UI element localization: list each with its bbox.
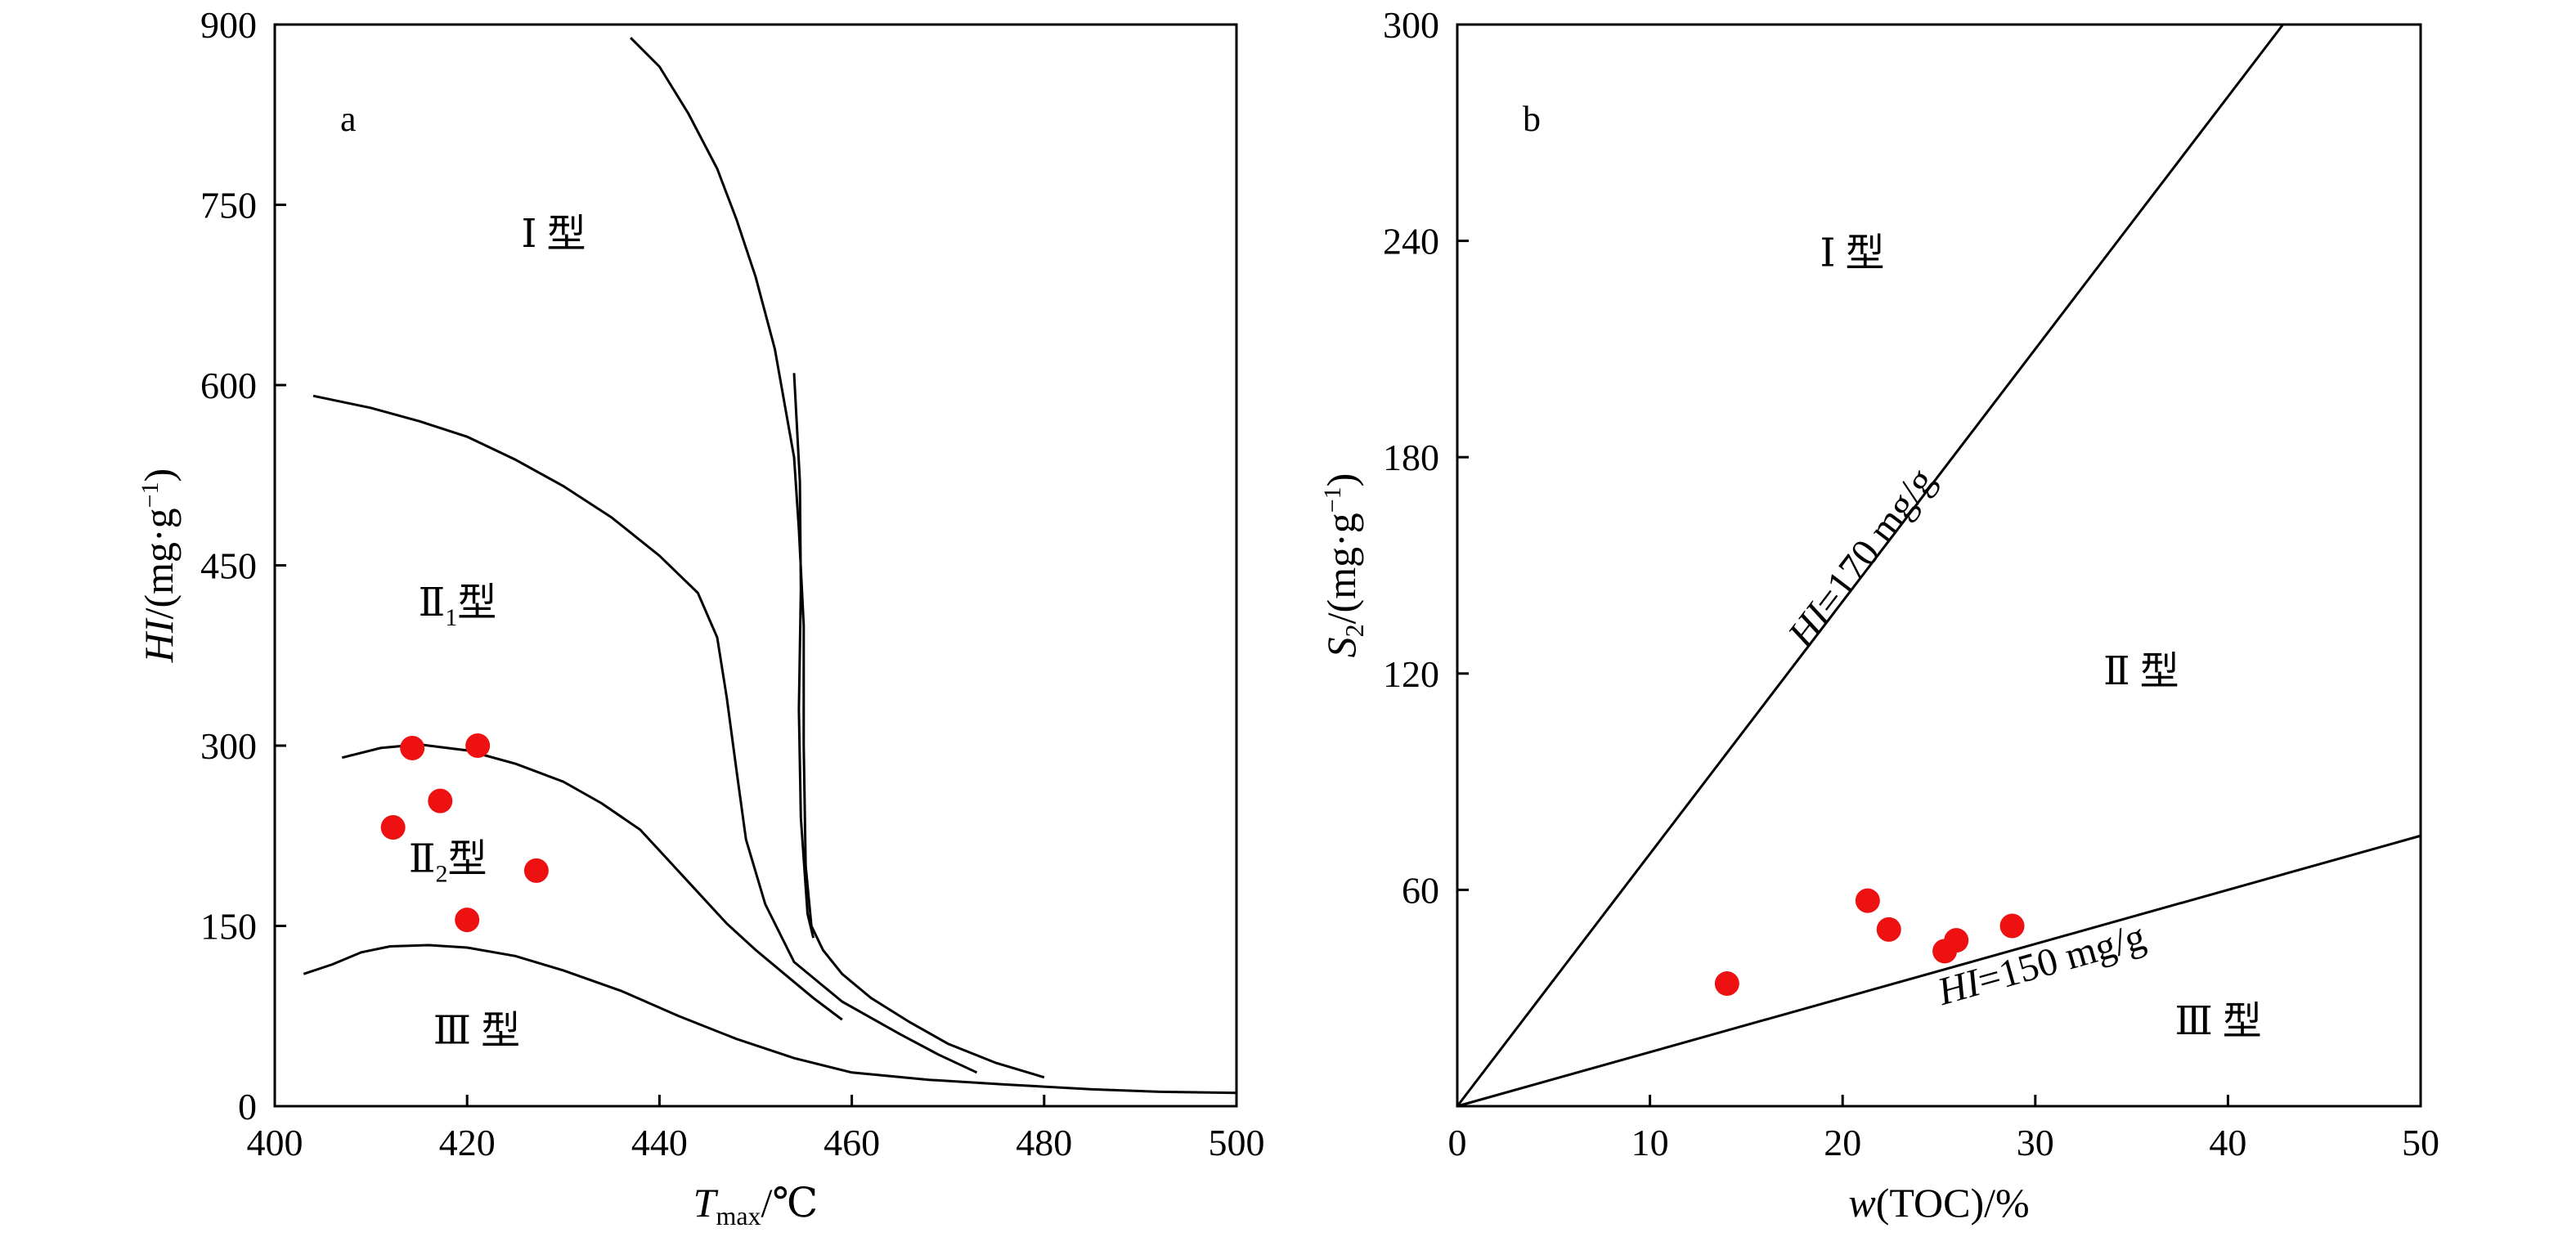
- data-point-b: [1932, 939, 1958, 964]
- region-label-a: Ⅲ 型: [433, 1010, 520, 1053]
- y-axis-title-a: HI/(mg·g−1): [136, 468, 182, 663]
- boundary-curve-type-III-boundary: [303, 943, 1237, 1095]
- y-tick-label-b: 180: [1383, 437, 1439, 478]
- classification-line-1: [1456, 834, 2421, 1108]
- classification-line-0: [1456, 24, 2284, 1107]
- x-tick-label-a: 440: [631, 1122, 688, 1163]
- x-tick-label-a: 400: [247, 1122, 303, 1163]
- x-axis-title-b: w(TOC)/%: [1848, 1180, 2029, 1226]
- panel-a: 400 420 440 460 480 500 0 150 300 450 600 750 900 Tma…: [136, 4, 1265, 1230]
- y-tick-label-b: 120: [1383, 653, 1439, 695]
- x-tick-label-b: 50: [2402, 1122, 2439, 1163]
- x-tick-label-a: 460: [824, 1122, 880, 1163]
- x-tick-label-a: 480: [1016, 1122, 1072, 1163]
- y-tick-label-b: 300: [1383, 4, 1439, 46]
- x-tick-label-b: 40: [2209, 1122, 2246, 1163]
- y-tick-label-a: 150: [200, 906, 257, 948]
- y-tick-label-a: 300: [200, 725, 257, 767]
- data-point-b: [1714, 971, 1739, 997]
- x-tick-label-b: 30: [2017, 1122, 2054, 1163]
- line-label-1: HI=150 mg/g: [1932, 915, 2150, 1015]
- plot-frame-a: [273, 23, 1238, 1108]
- data-point-a: [428, 788, 453, 813]
- region-label-b: Ⅰ 型: [1820, 231, 1884, 275]
- y-tick-label-a: 750: [200, 185, 257, 226]
- panel-label-a: a: [340, 99, 357, 139]
- data-point-b: [1855, 888, 1880, 913]
- region-label-a: Ⅱ1型: [419, 581, 497, 631]
- x-tick-label-b: 20: [1824, 1122, 1861, 1163]
- x-axis-title-a: Tmax/℃: [693, 1180, 819, 1230]
- data-point-a: [400, 735, 425, 760]
- x-tick-label-b: 10: [1631, 1122, 1669, 1163]
- region-label-b: Ⅲ 型: [2174, 1000, 2261, 1043]
- y-axis-title-b: S2/(mg·g−1): [1318, 473, 1369, 658]
- panel-b: 0 10 20 30 40 50 60 120 180 240 300 w(TOC)/% S2/(mg·…: [1318, 4, 2439, 1226]
- panel-label-b: b: [1523, 99, 1541, 139]
- data-point-a: [380, 814, 406, 840]
- y-tick-label-a: 450: [200, 545, 257, 587]
- data-point-b: [1999, 913, 2025, 939]
- region-label-a: Ⅰ 型: [522, 213, 586, 256]
- y-tick-label-b: 60: [1402, 869, 1439, 911]
- boundary-curve-type-I-boundary: [630, 37, 1045, 1079]
- plot-frame-b: [1456, 23, 2422, 1108]
- x-tick-label-a: 420: [439, 1122, 496, 1163]
- data-point-a: [523, 858, 549, 883]
- y-tick-label-a: 600: [200, 365, 257, 406]
- data-point-b: [1876, 917, 1901, 942]
- x-tick-label-a: 500: [1209, 1122, 1265, 1163]
- y-tick-label-a: 900: [200, 4, 257, 46]
- region-label-b: Ⅱ 型: [2103, 650, 2179, 693]
- x-tick-label-b: 0: [1448, 1122, 1467, 1163]
- data-point-a: [465, 733, 491, 758]
- boundary-curve-type-II2-boundary: [341, 742, 843, 1021]
- y-tick-label-a: 0: [238, 1086, 257, 1127]
- line-label-0: HI=170 mg/g: [1779, 460, 1944, 657]
- boundary-curve-type-II1-boundary: [312, 394, 978, 1074]
- boundary-curve-type-I-boundary-inner: [792, 373, 815, 939]
- region-label-a: Ⅱ2型: [409, 837, 487, 887]
- data-point-a: [455, 908, 480, 933]
- y-tick-label-b: 240: [1383, 221, 1439, 262]
